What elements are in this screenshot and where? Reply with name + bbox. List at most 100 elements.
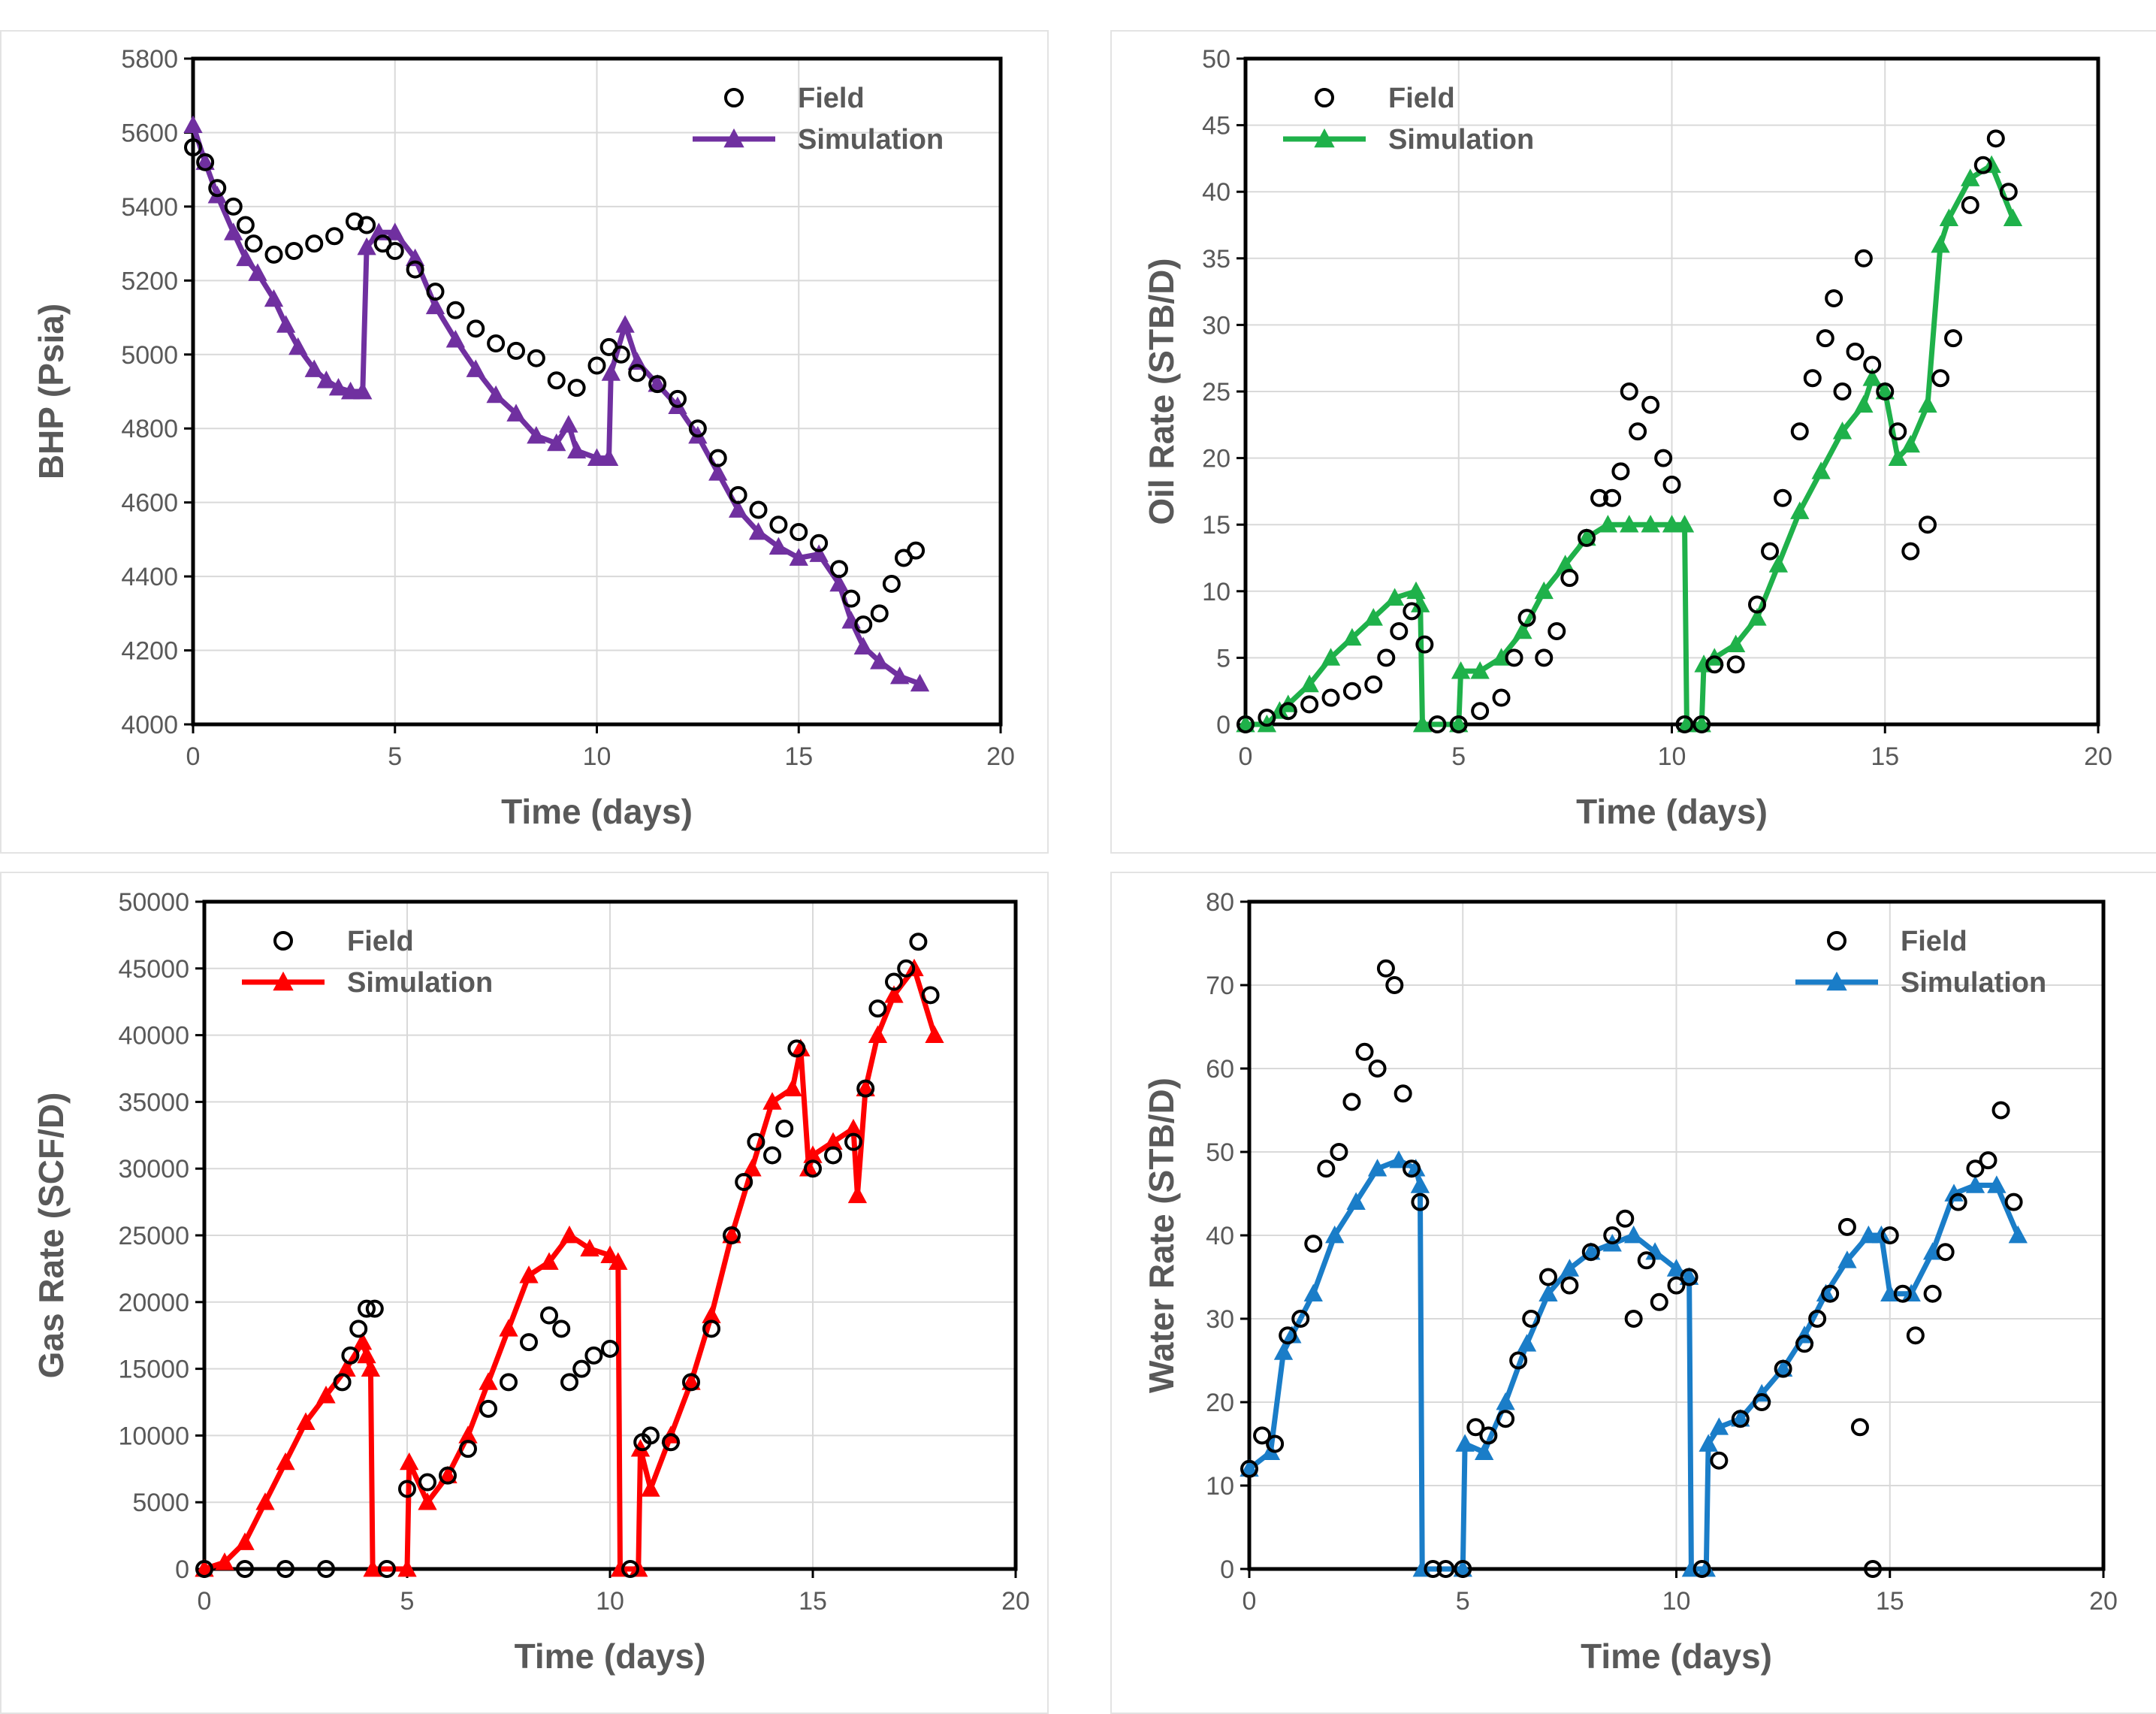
chart2-ytick-label-0: 0: [1216, 711, 1230, 739]
chart2-field-point: [1973, 156, 1992, 174]
chart3-simulation-point: [742, 1159, 762, 1177]
chart4-simulation-line: [1247, 1157, 2021, 1572]
chart2-ytick-label-8: 40: [1202, 178, 1230, 207]
chart4-field-point: [1291, 1310, 1310, 1328]
chart2-simulation-point: [2003, 208, 2023, 226]
chart3-simulation-line: [203, 966, 938, 1572]
chart4-simulation-point: [1699, 1434, 1718, 1452]
chart2-field-point: [1364, 675, 1383, 694]
chart4-field-point: [1317, 1159, 1336, 1178]
chart2-simulation-line: [1246, 162, 2016, 727]
chart3-field-point: [418, 1473, 436, 1492]
chart3-xtick-label-0: 0: [198, 1587, 212, 1616]
chart4-simulation-point: [1987, 1175, 2007, 1193]
chart1-simulation-point: [304, 359, 324, 377]
chart2-field-point: [1999, 183, 2018, 201]
chart3-field-point: [747, 1132, 765, 1151]
chart2-field-point: [1889, 422, 1907, 441]
chart2-field-point: [1790, 422, 1809, 441]
chart4-legend-simulation-label: Simulation: [1901, 967, 2046, 999]
chart1-field-point: [224, 197, 243, 216]
chart3-simulation-point: [560, 1225, 579, 1244]
chart4-simulation-point: [1389, 1150, 1409, 1168]
chart1-simulation-point: [599, 448, 619, 466]
chart1-xtick-label-1: 5: [388, 742, 402, 771]
chart2-xtick-label-1: 5: [1451, 742, 1466, 771]
chart2-field-point: [1258, 709, 1276, 727]
chart4-field-point: [1923, 1284, 1942, 1303]
chart1-field-point: [669, 389, 687, 408]
chart4-xtick-label-0: 0: [1243, 1587, 1257, 1616]
chart3-field-point: [642, 1426, 660, 1445]
chart3-simulation-point: [762, 1092, 782, 1110]
chart3-xlabel: Time (days): [515, 1637, 706, 1676]
chart1-simulation-point: [340, 381, 361, 400]
chart4-simulation-point: [1517, 1334, 1537, 1352]
chart1-field-point: [688, 419, 707, 438]
chart3-simulation-point: [361, 1359, 381, 1377]
chart3-field-point: [333, 1373, 352, 1392]
chart4-field-point: [1692, 1560, 1711, 1578]
chart4-field-point: [1368, 1060, 1387, 1078]
chart3-ytick-label-3: 15000: [118, 1356, 189, 1384]
chart4-simulation-point: [1859, 1225, 1879, 1244]
chart1-simulation-point: [870, 651, 889, 670]
chart2-simulation-point: [1768, 555, 1789, 573]
chart2-field-point: [1415, 635, 1434, 654]
chart3-field-point: [317, 1560, 335, 1578]
chart3-xtick-label-3: 15: [799, 1587, 827, 1616]
chart3-simulation-point: [255, 1492, 275, 1510]
chart2-simulation-point: [1406, 581, 1426, 600]
chart1-ytick-label-3: 4600: [121, 489, 178, 518]
chart4-ytick-label-0: 0: [1220, 1555, 1234, 1584]
chart4-field-point: [1466, 1418, 1485, 1437]
chart4-field-point: [1424, 1560, 1442, 1578]
chart2-field-point: [1535, 648, 1554, 667]
chart2-legend-field-marker: [1315, 88, 1334, 107]
chart4-field-point: [1509, 1351, 1528, 1370]
chart4-ylabel: Water Rate (STB/D): [1142, 1078, 1181, 1393]
bhp-chart-panel: 4000 4200 4400 4600 4800 5000 5200 5400 5600 5800…: [0, 30, 1049, 854]
chart1-simulation-point: [587, 448, 607, 466]
chart1-field-point: [628, 364, 647, 382]
chart2-ytick-label-10: 50: [1202, 45, 1230, 74]
chart1-field-point: [426, 283, 445, 301]
chart4-xtick-label-4: 20: [2089, 1587, 2118, 1616]
chart4-legend-field-label: Field: [1901, 926, 1967, 957]
chart3-simulation-point: [316, 1386, 336, 1404]
chart3-simulation-point: [608, 1252, 628, 1270]
chart3-field-point: [358, 1299, 376, 1318]
chart2-simulation-point: [1862, 368, 1882, 386]
chart1-field-point: [611, 345, 630, 364]
chart3-field-point: [500, 1373, 518, 1392]
chart1-field-point: [729, 485, 747, 504]
chart1-field-point: [305, 234, 324, 253]
chart1-simulation-point: [910, 673, 930, 692]
chart4-field-point: [1637, 1251, 1656, 1270]
chart1-simulation-point: [527, 425, 546, 444]
chart2-simulation-point: [1726, 634, 1746, 653]
chart3-field-point: [723, 1226, 741, 1244]
chart3-ytick-label-6: 30000: [118, 1155, 189, 1183]
chart4-simulation-point: [1273, 1342, 1294, 1360]
chart4-field-point: [1581, 1243, 1600, 1262]
chart1-simulation-point: [264, 289, 284, 307]
chart2-simulation-point: [1901, 434, 1920, 453]
chart3-field-point: [856, 1079, 875, 1098]
chart4-xtick-label-1: 5: [1456, 1587, 1470, 1616]
chart4-field-point: [1355, 1042, 1374, 1061]
chart4-simulation-point: [1496, 1392, 1515, 1410]
chart1-field-point: [810, 534, 829, 552]
chart2-field-point: [1919, 515, 1937, 534]
chart4-ytick-label-2: 20: [1206, 1389, 1234, 1417]
chart3-field-point: [560, 1373, 578, 1392]
chart1-field-point: [749, 500, 768, 519]
chart4-field-point: [1731, 1410, 1750, 1428]
chart3-field-point: [868, 999, 887, 1018]
chart4-field-point: [1394, 1084, 1412, 1103]
chart2-simulation-point: [1674, 515, 1695, 533]
chart4-simulation-point: [1560, 1259, 1580, 1277]
chart1-ytick-label-8: 5600: [121, 119, 178, 147]
chart2-simulation-point: [1321, 648, 1341, 666]
water-rate-chart-panel: 0 10 20 30 40 50 60 70 80 0 5 10 15 20 Time (days) Wate…: [1110, 872, 2156, 1714]
